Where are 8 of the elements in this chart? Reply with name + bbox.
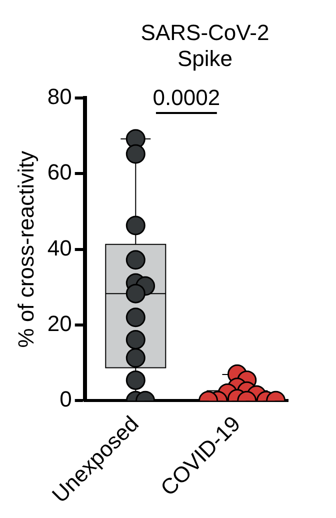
y-axis-title: % of cross-reactivity	[13, 150, 38, 348]
y-tick-label: 80	[47, 84, 72, 110]
y-tick-label: 40	[47, 235, 72, 260]
chart-title: SARS-CoV-2 Spike	[140, 20, 270, 72]
y-tick-label: 60	[47, 160, 72, 185]
annotation: 0.0002	[152, 85, 220, 110]
y-tick-label: 0	[60, 386, 72, 412]
y-tick-label: 20	[47, 311, 72, 336]
